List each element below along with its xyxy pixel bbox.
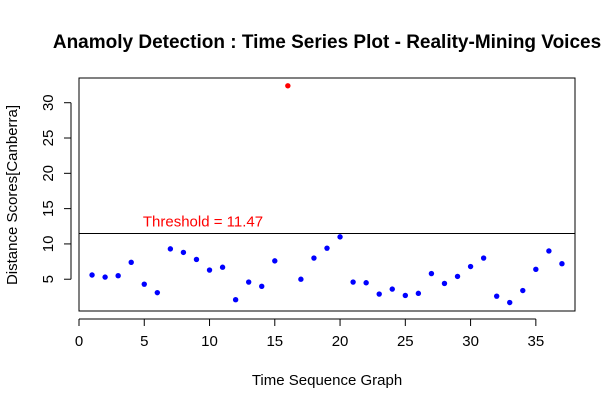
y-axis: 5 10 15 20 25 30 bbox=[40, 94, 72, 283]
data-point bbox=[324, 245, 330, 251]
data-point bbox=[520, 287, 526, 294]
data-point bbox=[350, 279, 356, 285]
data-point bbox=[441, 280, 448, 287]
chart-title: Anamoly Detection : Time Series Plot - R… bbox=[53, 32, 601, 53]
threshold-label: Threshold = 11.47 bbox=[143, 214, 263, 231]
data-point bbox=[259, 283, 265, 289]
y-axis-label: Distance Scores[Canberra] bbox=[4, 105, 21, 285]
data-point bbox=[311, 255, 317, 261]
data-point bbox=[402, 292, 409, 299]
data-point bbox=[206, 267, 213, 273]
data-point bbox=[128, 259, 134, 265]
data-point bbox=[298, 276, 304, 282]
x-tick-label: 35 bbox=[527, 333, 544, 350]
data-point bbox=[454, 273, 461, 280]
x-tick-label: 15 bbox=[266, 333, 283, 350]
y-tick-label: 30 bbox=[40, 94, 57, 111]
data-point bbox=[193, 256, 200, 263]
x-axis-label: Time Sequence Graph bbox=[252, 372, 402, 389]
data-point bbox=[89, 272, 95, 278]
data-point bbox=[507, 299, 513, 306]
y-tick-label: 15 bbox=[40, 200, 57, 217]
data-point bbox=[141, 281, 147, 287]
y-tick-label: 10 bbox=[40, 236, 57, 253]
x-tick-label: 5 bbox=[140, 333, 148, 350]
data-point bbox=[376, 291, 382, 297]
data-point bbox=[546, 248, 552, 254]
data-point bbox=[363, 280, 369, 286]
x-tick-label: 0 bbox=[75, 333, 83, 350]
x-axis: 0 5 10 15 20 25 30 35 bbox=[75, 318, 544, 350]
y-tick-label: 5 bbox=[40, 275, 57, 283]
data-point bbox=[232, 297, 239, 303]
y-tick-label: 25 bbox=[40, 130, 57, 147]
data-point bbox=[533, 266, 539, 273]
data-point bbox=[428, 270, 435, 277]
anomaly-point bbox=[285, 83, 291, 89]
x-tick-label: 25 bbox=[397, 333, 414, 350]
data-point bbox=[493, 293, 500, 299]
data-point bbox=[389, 286, 395, 292]
data-point bbox=[180, 249, 187, 256]
data-point bbox=[480, 255, 487, 261]
x-tick-label: 30 bbox=[462, 333, 479, 350]
data-point bbox=[102, 274, 108, 280]
x-tick-label: 20 bbox=[332, 333, 349, 350]
data-point bbox=[167, 246, 174, 252]
data-point bbox=[154, 289, 161, 296]
data-points bbox=[89, 83, 565, 306]
data-point bbox=[272, 258, 278, 264]
data-point bbox=[467, 263, 474, 270]
data-point bbox=[115, 272, 121, 279]
data-point bbox=[415, 290, 422, 297]
x-tick-label: 10 bbox=[201, 333, 218, 350]
data-point bbox=[559, 260, 565, 267]
data-point bbox=[219, 264, 226, 270]
y-tick-label: 20 bbox=[40, 165, 57, 182]
plot-frame bbox=[78, 77, 576, 312]
data-point bbox=[245, 279, 252, 285]
data-point bbox=[337, 234, 343, 240]
